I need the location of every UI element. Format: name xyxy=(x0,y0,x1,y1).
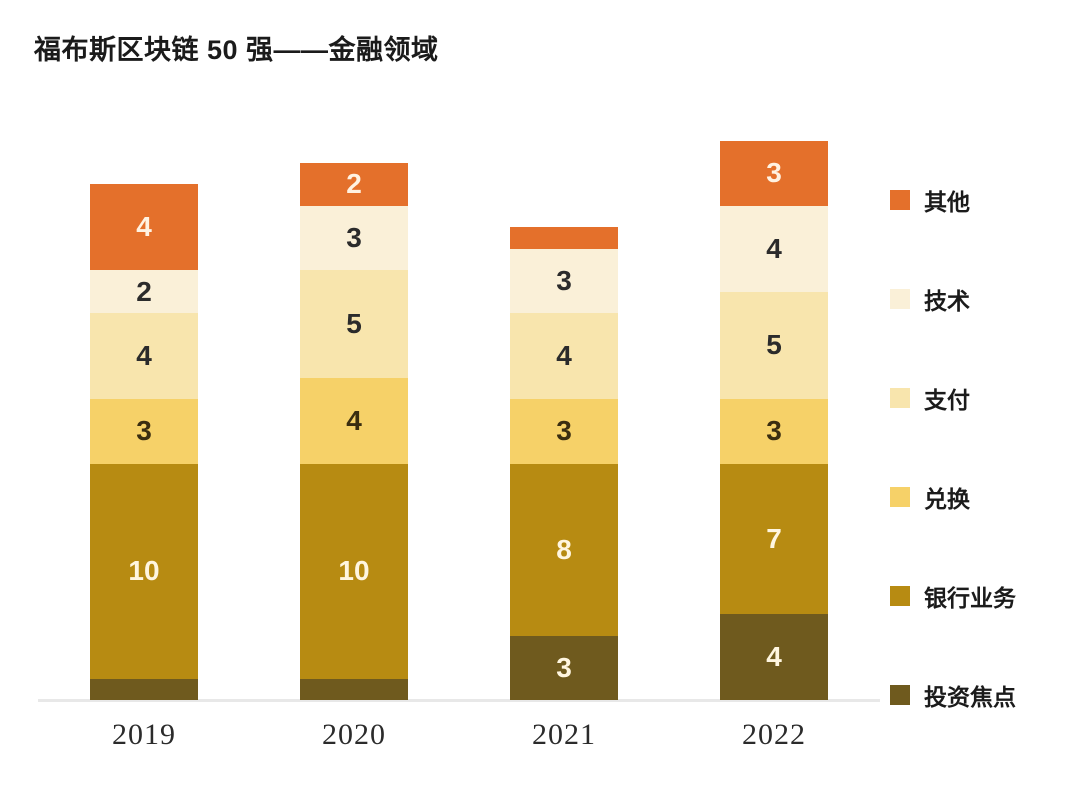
x-axis-tick-2021: 2021 xyxy=(532,718,596,751)
bar-segment[interactable]: 5 xyxy=(300,270,408,378)
bar-segment-value: 4 xyxy=(136,340,152,371)
legend-swatch-icon xyxy=(890,189,910,210)
bar-segment-value: 4 xyxy=(766,232,782,264)
bar-group-2020[interactable]: 10 4 5 3 2 xyxy=(300,162,408,700)
bar-segment[interactable]: 4 xyxy=(300,377,408,464)
bar-segment-value: 3 xyxy=(556,264,572,296)
x-axis-tick-2022: 2022 xyxy=(742,718,806,751)
bar-segment-value: 2 xyxy=(136,275,152,307)
legend-item-label: 技术 xyxy=(924,287,970,314)
bar-segment[interactable]: 10 xyxy=(90,463,198,679)
bar-segment[interactable]: 3 xyxy=(90,399,198,464)
legend-item-label: 支付 xyxy=(924,386,970,413)
legend-item-label: 银行业务 xyxy=(924,584,1016,611)
bar-segment-value: 5 xyxy=(766,329,782,361)
bar-segment[interactable]: 4 xyxy=(510,313,618,399)
bar-group-2022[interactable]: 4 7 3 5 4 3 xyxy=(720,141,828,700)
bar-group-2019[interactable]: 10 3 4 2 4 xyxy=(90,184,198,700)
bar-segment-value: 3 xyxy=(136,415,152,447)
bar-segment[interactable] xyxy=(510,227,618,249)
legend-item-技术[interactable]: 技术 xyxy=(890,249,1070,348)
legend-swatch-icon xyxy=(890,585,910,606)
bar-segment-value: 3 xyxy=(556,415,572,447)
bar-segment[interactable]: 5 xyxy=(720,291,828,399)
legend-item-支付[interactable]: 支付 xyxy=(890,348,1070,447)
legend-item-label: 兑换 xyxy=(924,485,970,512)
bar-segment[interactable]: 4 xyxy=(90,313,198,399)
x-axis-line xyxy=(38,699,880,702)
bar-segment[interactable]: 3 xyxy=(510,399,618,464)
bar-stack: 3 8 3 4 3 xyxy=(510,227,618,700)
bar-segment-value: 3 xyxy=(766,415,782,447)
bar-segment[interactable]: 8 xyxy=(510,463,618,636)
bar-segment[interactable] xyxy=(300,678,408,700)
x-axis-tick-2020: 2020 xyxy=(322,718,386,751)
bar-segment[interactable]: 2 xyxy=(90,270,198,313)
bar-segment[interactable]: 3 xyxy=(300,205,408,270)
bar-segment-value: 3 xyxy=(766,157,782,189)
bar-segment[interactable]: 3 xyxy=(510,635,618,700)
bar-segment[interactable] xyxy=(90,678,198,700)
legend-item-投资焦点[interactable]: 投资焦点 xyxy=(890,645,1070,744)
bar-segment[interactable]: 10 xyxy=(300,463,408,679)
bar-stack: 10 4 5 3 2 xyxy=(300,162,408,700)
bar-segment-value: 7 xyxy=(766,522,782,554)
bar-segment-value: 4 xyxy=(766,641,782,672)
bar-group-2021[interactable]: 3 8 3 4 3 xyxy=(510,227,618,700)
chart-plot-area: 10 3 4 2 4 2019 10 4 5 3 2 2020 3 8 3 4 3 2021 4 7 3 5 4 3 2022 xyxy=(38,141,880,751)
legend-item-其他[interactable]: 其他 xyxy=(890,150,1070,249)
legend-item-兑换[interactable]: 兑换 xyxy=(890,447,1070,546)
legend-swatch-icon xyxy=(890,684,910,705)
bar-segment-value: 4 xyxy=(556,340,572,371)
legend-item-label: 投资焦点 xyxy=(924,683,1016,710)
bar-segment[interactable]: 3 xyxy=(720,399,828,464)
bar-segment-value: 8 xyxy=(556,533,572,565)
legend-item-label: 其他 xyxy=(924,188,970,215)
bar-segment[interactable]: 4 xyxy=(720,614,828,700)
bar-segment-value: 2 xyxy=(346,168,362,199)
bar-segment-value: 4 xyxy=(346,404,362,436)
bar-segment[interactable]: 4 xyxy=(720,205,828,292)
bar-segment-value: 3 xyxy=(556,651,572,683)
bar-segment-value: 4 xyxy=(136,211,152,242)
bar-segment-value: 5 xyxy=(346,307,362,339)
x-axis-tick-2019: 2019 xyxy=(112,718,176,751)
bar-segment[interactable]: 4 xyxy=(90,184,198,270)
bar-stack: 10 3 4 2 4 xyxy=(90,184,198,700)
legend-swatch-icon xyxy=(890,288,910,309)
bar-segment[interactable]: 2 xyxy=(300,162,408,206)
bar-segment-value: 10 xyxy=(128,555,160,586)
bar-segment[interactable]: 7 xyxy=(720,463,828,614)
bar-segment-value: 10 xyxy=(338,555,370,586)
bar-segment-value: 3 xyxy=(346,221,362,253)
bar-segment[interactable]: 3 xyxy=(510,248,618,313)
legend-item-银行业务[interactable]: 银行业务 xyxy=(890,546,1070,645)
bar-segment[interactable]: 3 xyxy=(720,141,828,206)
chart-legend: 其他技术支付兑换银行业务投资焦点 xyxy=(890,150,1070,744)
legend-swatch-icon xyxy=(890,486,910,507)
bar-stack: 4 7 3 5 4 3 xyxy=(720,141,828,700)
page-title: 福布斯区块链 50 强——金融领域 xyxy=(34,35,439,65)
legend-swatch-icon xyxy=(890,387,910,408)
